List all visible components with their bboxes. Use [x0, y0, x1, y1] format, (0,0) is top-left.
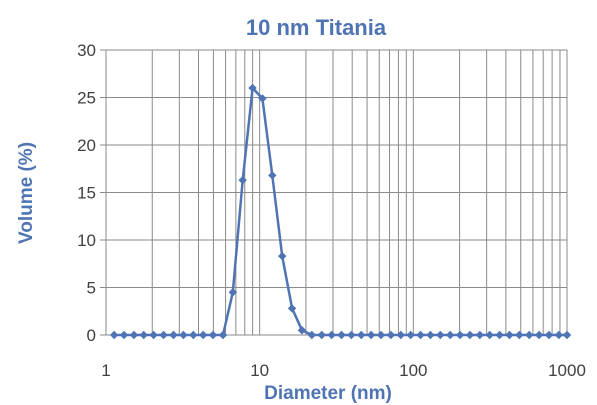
data-point — [218, 330, 228, 340]
data-point — [268, 171, 277, 180]
data-point — [396, 330, 405, 340]
data-point — [416, 330, 425, 340]
x-tick-label: 10 — [250, 361, 269, 380]
data-point — [228, 288, 238, 297]
data-point — [445, 330, 455, 340]
data-point — [317, 330, 326, 340]
data-point — [406, 330, 415, 340]
data-point — [119, 330, 129, 340]
y-tick-labels: 0 5 10 15 20 25 30 — [77, 41, 96, 345]
y-tick-label: 0 — [87, 326, 96, 345]
data-point — [436, 330, 445, 340]
x-tick-labels: 1 10 100 1000 — [101, 361, 586, 380]
data-point — [307, 330, 317, 340]
x-tick-label: 1 — [101, 361, 110, 380]
data-point — [169, 330, 178, 340]
data-point — [534, 330, 544, 340]
y-axis-label: Volume (%) — [16, 142, 37, 244]
data-point — [455, 330, 465, 340]
x-axis-label: Diameter (nm) — [264, 383, 392, 404]
data-point — [258, 94, 267, 103]
y-tick-label: 20 — [77, 136, 96, 155]
data-point — [544, 330, 554, 340]
data-point — [386, 330, 396, 340]
data-point — [139, 330, 148, 340]
data-point — [189, 330, 198, 340]
data-point — [208, 330, 218, 340]
y-tick-label: 30 — [77, 41, 96, 60]
data-point — [525, 330, 534, 340]
data-point — [278, 251, 287, 261]
series-line-path — [114, 86, 567, 337]
x-tick-label: 1000 — [548, 361, 586, 380]
data-point — [149, 330, 158, 340]
data-point — [554, 330, 564, 340]
data-point — [475, 330, 485, 340]
y-tick-label: 10 — [77, 231, 96, 250]
y-tick-label: 5 — [87, 279, 96, 298]
x-tick-label: 100 — [399, 361, 427, 380]
data-point — [297, 326, 307, 335]
data-point — [562, 330, 572, 340]
data-point — [347, 330, 356, 340]
data-point — [505, 330, 514, 340]
data-point — [327, 330, 336, 340]
grid — [100, 49, 568, 336]
data-point — [485, 330, 494, 340]
data-point — [129, 330, 139, 340]
data-point — [238, 175, 247, 185]
data-point — [337, 330, 346, 340]
data-point — [465, 330, 475, 340]
chart-title: 10 nm Titania — [246, 15, 387, 40]
y-tick-label: 15 — [77, 184, 96, 203]
data-point — [515, 330, 524, 340]
y-tick-label: 25 — [77, 89, 96, 108]
data-point — [426, 330, 435, 340]
data-point — [109, 330, 119, 340]
data-point — [179, 330, 188, 340]
series-line — [114, 86, 567, 337]
data-point — [376, 330, 386, 340]
series-markers — [109, 83, 572, 340]
data-point — [287, 304, 297, 313]
data-point — [495, 330, 504, 340]
data-point — [198, 330, 208, 340]
data-point — [366, 330, 376, 340]
data-point — [248, 83, 257, 93]
data-point — [159, 330, 168, 340]
data-point — [357, 330, 366, 340]
